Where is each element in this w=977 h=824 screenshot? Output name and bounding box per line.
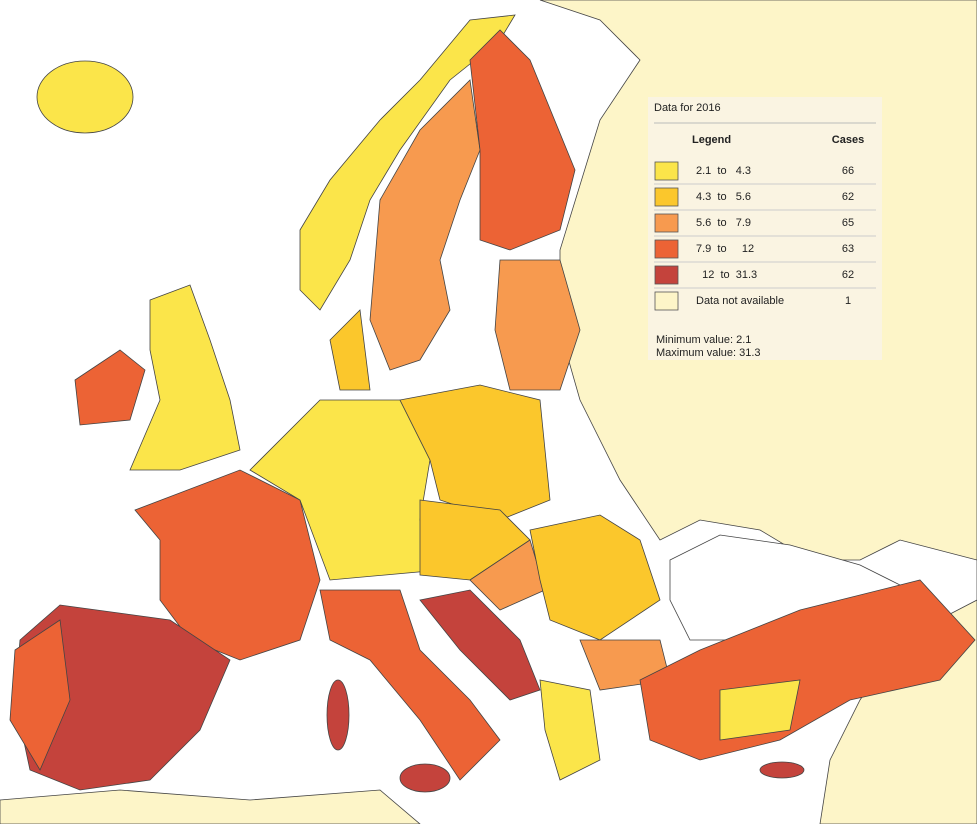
class-cases: 66 (842, 165, 854, 177)
legend: Data for 2016 Legend Cases Minimum value… (648, 97, 882, 360)
class-label: 12 to 31.3 (696, 269, 757, 281)
minimum: Minimum value: 2.1 (656, 334, 751, 346)
class-cases: 65 (842, 217, 854, 229)
legend-box (648, 97, 882, 360)
sardinia (326, 679, 350, 751)
class-cases: 63 (842, 243, 854, 255)
legend-header: Legend (692, 134, 731, 146)
class-cases: 1 (845, 295, 851, 307)
france (134, 469, 321, 661)
baltics (494, 259, 581, 391)
legend-swatch (654, 265, 679, 285)
maximum: Maximum value: 31.3 (656, 347, 761, 359)
north-africa (0, 789, 421, 824)
balkans (419, 589, 541, 701)
great-britain (129, 284, 241, 471)
turkey-central (719, 679, 801, 741)
cyprus (759, 761, 805, 779)
legend-swatch (654, 161, 679, 181)
legend-swatch (654, 291, 679, 311)
class-label: 2.1 to 4.3 (696, 165, 751, 177)
cases-header: Cases (832, 134, 864, 146)
greece (539, 679, 601, 781)
finland (469, 29, 576, 251)
ireland (74, 349, 146, 426)
romania (529, 514, 661, 641)
portugal (9, 619, 71, 771)
legend-swatch (654, 213, 679, 233)
class-label: 4.3 to 5.6 (696, 191, 751, 203)
poland (399, 384, 551, 521)
legend-swatch (654, 239, 679, 259)
class-cases: 62 (842, 269, 854, 281)
italy (319, 589, 501, 781)
iceland (36, 60, 134, 134)
class-label: 5.6 to 7.9 (696, 217, 751, 229)
legend-swatch (654, 187, 679, 207)
class-label: Data not available (696, 295, 784, 307)
class-label: 7.9 to 12 (696, 243, 754, 255)
class-cases: 62 (842, 191, 854, 203)
denmark (329, 309, 371, 391)
sicily (399, 763, 451, 793)
legend-title: Data for 2016 (654, 102, 721, 114)
sweden (369, 79, 481, 371)
